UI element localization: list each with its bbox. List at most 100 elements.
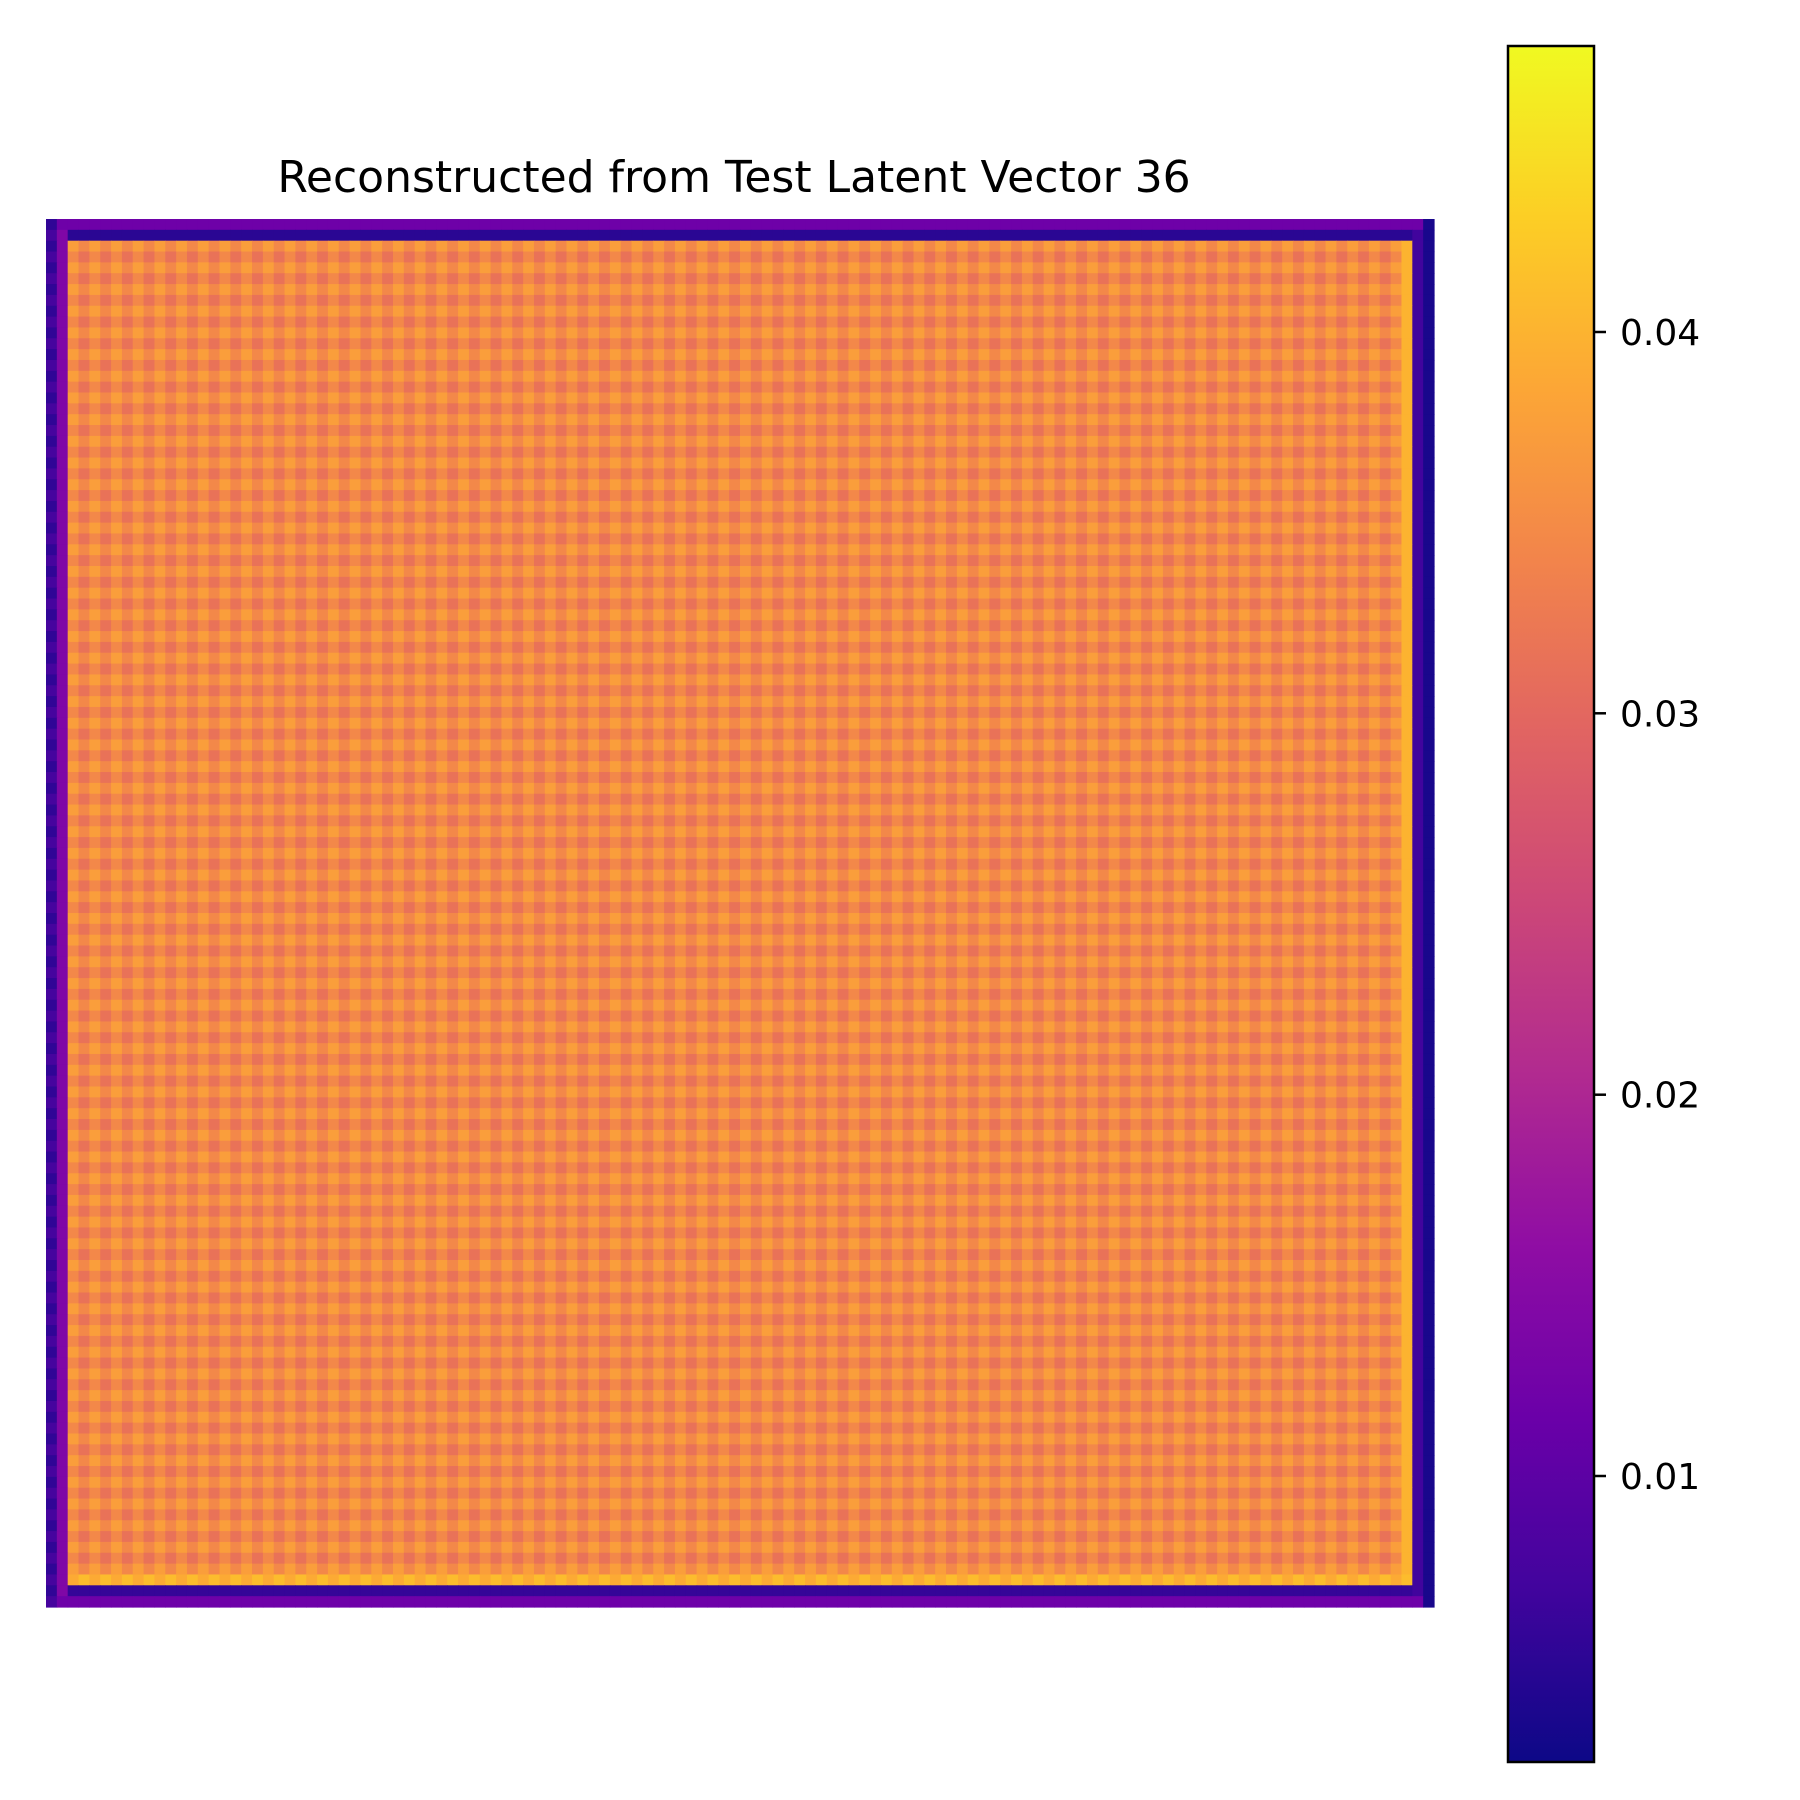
heatmap-cell [978, 490, 990, 502]
heatmap-cell [1195, 446, 1207, 459]
heatmap-cell [1097, 284, 1110, 296]
heatmap-cell [186, 544, 199, 556]
heatmap-cell [1368, 392, 1381, 404]
heatmap-cell [924, 587, 936, 600]
heatmap-cell [78, 284, 90, 296]
heatmap-cell [252, 349, 264, 361]
heatmap-cell [653, 544, 665, 556]
heatmap-cell [1119, 316, 1131, 329]
heatmap-cell [1368, 273, 1381, 285]
heatmap-cell [729, 457, 741, 469]
heatmap-cell [197, 598, 210, 610]
heatmap-cell [262, 544, 275, 556]
heatmap-cell [783, 620, 795, 632]
heatmap-cell [826, 511, 839, 524]
heatmap-cell [447, 305, 459, 318]
heatmap-cell [46, 533, 58, 545]
heatmap-cell [1314, 305, 1327, 318]
heatmap-cell [1195, 240, 1207, 253]
heatmap-cell [447, 490, 459, 502]
heatmap-cell [154, 511, 166, 524]
heatmap-cell [501, 468, 513, 480]
heatmap-cell [1293, 392, 1305, 404]
heatmap-cell [1325, 490, 1337, 502]
heatmap-cell [1184, 620, 1197, 632]
heatmap-cell [295, 598, 307, 610]
heatmap-cell [1011, 392, 1023, 404]
heatmap-cell [1119, 414, 1131, 426]
heatmap-cell [1379, 479, 1392, 491]
heatmap-cell [1423, 490, 1435, 502]
heatmap-cell [1076, 305, 1088, 318]
heatmap-cell [317, 262, 329, 274]
heatmap-cell [696, 229, 709, 242]
heatmap-cell [772, 446, 784, 459]
heatmap-cell [750, 403, 763, 415]
heatmap-cell [1184, 576, 1197, 589]
heatmap-cell [67, 392, 80, 404]
heatmap-cell [1401, 219, 1413, 231]
heatmap-cell [674, 284, 687, 296]
heatmap-cell [653, 381, 665, 394]
heatmap-cell [1206, 349, 1218, 361]
heatmap-cell [327, 316, 340, 329]
heatmap-cell [620, 381, 633, 394]
heatmap-cell [273, 392, 286, 404]
heatmap-cell [1076, 359, 1088, 372]
heatmap-cell [132, 566, 145, 578]
heatmap-cell [794, 511, 806, 524]
heatmap-cell [349, 370, 362, 383]
heatmap-cell [707, 620, 719, 632]
heatmap-cell [1260, 425, 1272, 437]
heatmap-cell [620, 435, 633, 448]
heatmap-cell [523, 500, 535, 513]
heatmap-cell [1423, 500, 1435, 513]
heatmap-cell [479, 305, 492, 318]
heatmap-cell [729, 251, 741, 263]
heatmap-cell [902, 219, 915, 231]
heatmap-cell [1358, 305, 1370, 318]
heatmap-cell [1000, 435, 1012, 448]
heatmap-cell [1368, 359, 1381, 372]
heatmap-cell [1260, 219, 1272, 231]
heatmap-cell [1390, 446, 1403, 459]
heatmap-cell [935, 403, 947, 415]
heatmap-cell [718, 349, 730, 361]
heatmap-cell [805, 490, 817, 502]
heatmap-cell [815, 359, 828, 372]
heatmap-cell [458, 305, 470, 318]
heatmap-cell [718, 457, 730, 469]
heatmap-cell [653, 479, 665, 491]
heatmap-cell [1032, 294, 1045, 307]
heatmap-cell [837, 414, 850, 426]
heatmap-cell [837, 284, 850, 296]
heatmap-cell [848, 316, 860, 329]
heatmap-cell [783, 576, 795, 589]
heatmap-cell [241, 316, 253, 329]
heatmap-cell [78, 359, 90, 372]
heatmap-cell [1249, 631, 1262, 643]
heatmap-cell [154, 609, 166, 621]
heatmap-cell [273, 370, 286, 383]
heatmap-cell [1325, 533, 1337, 545]
heatmap-cell [978, 403, 990, 415]
heatmap-cell [805, 609, 817, 621]
heatmap-cell [360, 359, 372, 372]
heatmap-cell [121, 457, 134, 469]
heatmap-cell [327, 392, 340, 404]
heatmap-cell [284, 403, 296, 415]
heatmap-cell [176, 403, 188, 415]
heatmap-cell [1217, 587, 1229, 600]
heatmap-cell [523, 392, 535, 404]
heatmap-cell [783, 490, 795, 502]
heatmap-cell [143, 229, 156, 242]
heatmap-cell [674, 414, 687, 426]
heatmap-cell [1358, 403, 1370, 415]
heatmap-cell [382, 294, 394, 307]
heatmap-cell [718, 500, 730, 513]
heatmap-cell [956, 479, 969, 491]
heatmap-cell [1368, 511, 1381, 524]
heatmap-cell [1314, 598, 1327, 610]
heatmap-cell [859, 370, 871, 383]
heatmap-cell [132, 349, 145, 361]
